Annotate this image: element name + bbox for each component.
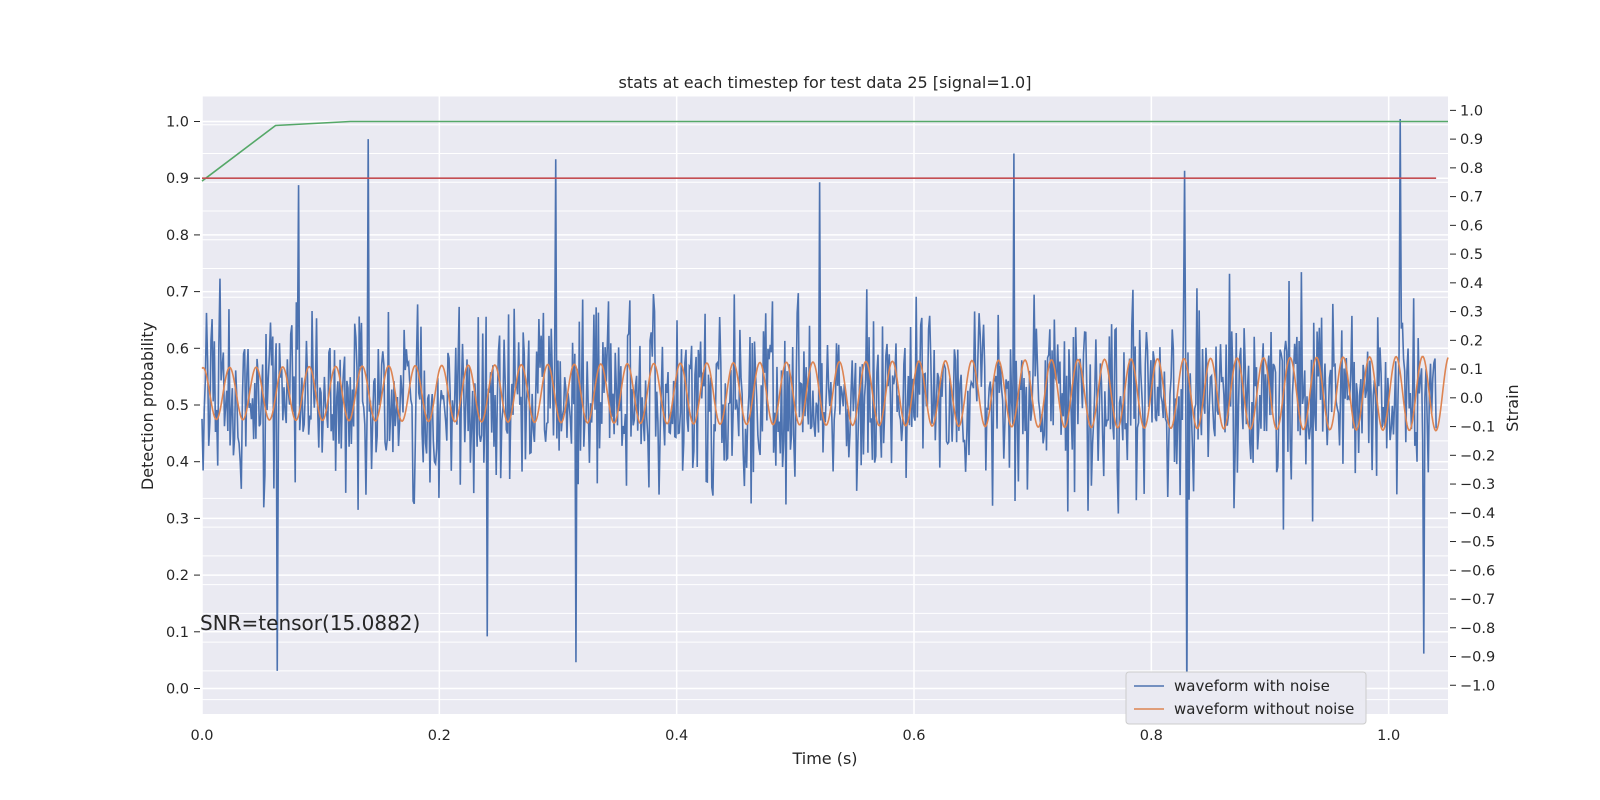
y-right-tick-label: 0.1 [1460, 362, 1483, 378]
x-tick-label: 0.6 [902, 728, 925, 744]
y-right-tick-label: 0.3 [1460, 305, 1483, 321]
tick-layer: 0.0 0.2 0.4 0.6 0.8 1.0 0.0 0.1 0.2 0.3 0.4 0.5 0.6 0… [166, 103, 1495, 744]
y-right-tick-label: −0.2 [1460, 448, 1495, 464]
y-right-tick-label: −0.1 [1460, 420, 1495, 436]
y-right-tick-label: −0.8 [1460, 621, 1495, 637]
y-left-tick-label: 0.1 [166, 625, 189, 641]
y-right-tick-label: 0.0 [1460, 391, 1483, 407]
y-left-tick-label: 0.7 [166, 285, 189, 301]
y-left-tick-label: 0.5 [166, 398, 189, 414]
legend-label-clean: waveform without noise [1174, 700, 1354, 718]
y-right-tick-label: 0.8 [1460, 161, 1483, 177]
y-axis-left-label: Detection probability [138, 322, 157, 490]
y-right-tick-label: 0.7 [1460, 190, 1483, 206]
x-tick-label: 0.4 [665, 728, 688, 744]
x-axis-label: Time (s) [791, 749, 857, 768]
y-left-tick-label: 0.3 [166, 511, 189, 527]
y-right-tick-label: −0.3 [1460, 477, 1495, 493]
legend-label-noise: waveform with noise [1174, 677, 1330, 695]
x-tick-label: 0.8 [1140, 728, 1163, 744]
y-right-tick-label: 0.2 [1460, 333, 1483, 349]
y-left-tick-label: 0.0 [166, 681, 189, 697]
series-detection-probability [201, 120, 1448, 182]
legend-box [1125, 671, 1367, 725]
series-layer [201, 118, 1449, 703]
y-right-tick-label: 0.4 [1460, 276, 1483, 292]
x-tick-label: 0.0 [190, 728, 213, 744]
y-right-tick-label: −0.9 [1460, 650, 1495, 666]
y-right-tick-label: 1.0 [1460, 103, 1483, 119]
y-left-tick-label: 1.0 [166, 115, 189, 131]
y-right-tick-label: −0.4 [1460, 506, 1495, 522]
y-left-tick-label: 0.6 [166, 341, 189, 357]
y-left-tick-label: 0.9 [166, 171, 189, 187]
y-right-tick-label: 0.9 [1460, 132, 1483, 148]
snr-annotation: SNR=tensor(15.0882) [200, 611, 420, 635]
y-right-tick-label: 0.5 [1460, 247, 1483, 263]
y-right-tick-label: −1.0 [1460, 678, 1495, 694]
y-left-tick-label: 0.8 [166, 228, 189, 244]
y-axis-right-label: Strain [1503, 384, 1522, 431]
y-left-tick-label: 0.4 [166, 455, 189, 471]
chart-title: stats at each timestep for test data 25 … [619, 73, 1032, 92]
x-tick-label: 0.2 [428, 728, 451, 744]
series-waveform-with-noise [201, 118, 1437, 703]
y-right-tick-label: −0.5 [1460, 535, 1495, 551]
y-right-tick-label: −0.6 [1460, 563, 1495, 579]
y-right-tick-label: 0.6 [1460, 218, 1483, 234]
legend: waveform with noise waveform without noi… [1125, 671, 1367, 725]
y-left-tick-label: 0.2 [166, 568, 189, 584]
x-tick-label: 1.0 [1377, 728, 1400, 744]
y-right-tick-label: −0.7 [1460, 592, 1495, 608]
series-waveform-without-noise [201, 355, 1449, 432]
